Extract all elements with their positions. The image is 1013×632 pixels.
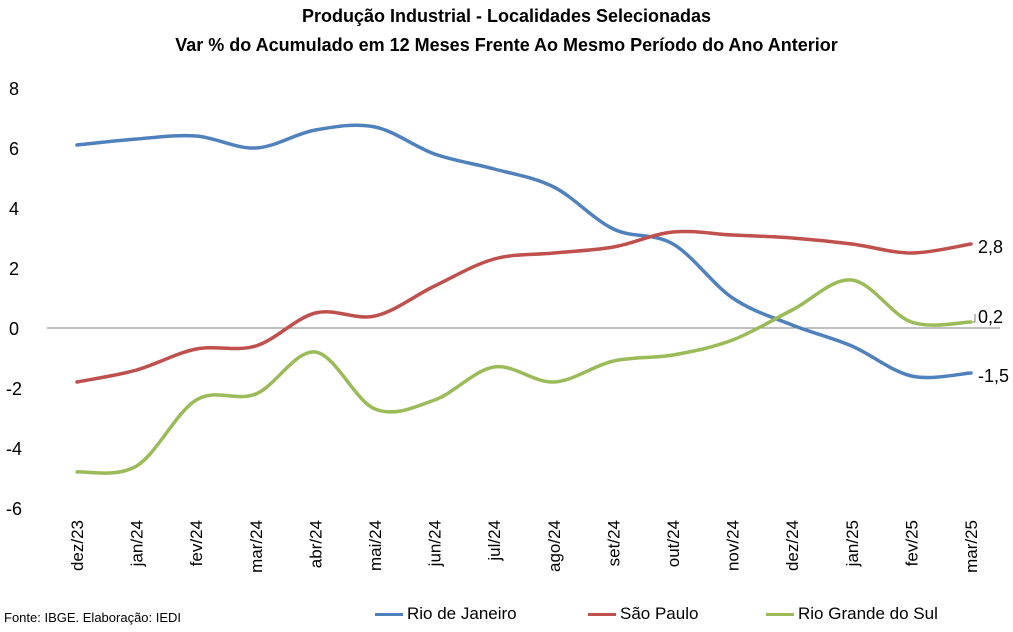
series-line-rio-de-janeiro bbox=[75, 123, 973, 380]
x-tick-label: mai/24 bbox=[366, 520, 385, 571]
y-tick-label: 6 bbox=[9, 139, 19, 159]
source-note: Fonte: IBGE. Elaboração: IEDI bbox=[4, 610, 182, 625]
x-tick-label: ago/24 bbox=[545, 520, 564, 572]
end-label-rio-grande-do-sul: 0,2 bbox=[978, 307, 1003, 327]
data-point-rio-de-janeiro bbox=[850, 344, 854, 348]
data-point-sao-paulo bbox=[75, 380, 79, 384]
data-point-sao-paulo bbox=[552, 251, 556, 255]
series-line-rio-grande-do-sul bbox=[75, 278, 973, 475]
data-point-sao-paulo bbox=[611, 245, 615, 249]
data-point-rio-de-janeiro bbox=[492, 167, 496, 171]
legend-item-sao-paulo: São Paulo bbox=[588, 603, 698, 625]
y-tick-label: -2 bbox=[6, 379, 22, 399]
legend-swatch-rio-de-janeiro bbox=[375, 612, 403, 616]
end-label-rio-de-janeiro: -1,5 bbox=[978, 366, 1009, 386]
data-point-rio-de-janeiro bbox=[194, 134, 198, 138]
data-point-rio-grande-do-sul bbox=[373, 407, 377, 411]
x-tick-label: mar/24 bbox=[247, 520, 266, 573]
y-tick-label: 4 bbox=[9, 199, 19, 219]
y-tick-label: 2 bbox=[9, 259, 19, 279]
y-tick-label: -4 bbox=[6, 439, 22, 459]
data-point-sao-paulo bbox=[313, 311, 317, 315]
legend-label-rio-grande-do-sul: Rio Grande do Sul bbox=[798, 604, 938, 623]
x-tick-label: set/24 bbox=[604, 520, 623, 566]
y-tick-label: 0 bbox=[9, 319, 19, 339]
series-line-sao-paulo bbox=[75, 229, 973, 384]
x-tick-label: fev/24 bbox=[187, 520, 206, 566]
data-point-sao-paulo bbox=[731, 233, 735, 237]
data-point-rio-grande-do-sul bbox=[790, 308, 794, 312]
data-point-rio-de-janeiro bbox=[254, 146, 258, 150]
data-point-sao-paulo bbox=[194, 347, 198, 351]
data-point-rio-de-janeiro bbox=[313, 128, 317, 132]
data-point-rio-grande-do-sul bbox=[254, 392, 258, 396]
y-tick-label: 8 bbox=[9, 79, 19, 99]
x-tick-label: dez/24 bbox=[783, 520, 802, 571]
x-tick-label: dez/23 bbox=[68, 520, 87, 571]
data-point-sao-paulo bbox=[969, 242, 973, 246]
data-point-rio-grande-do-sul bbox=[671, 353, 675, 357]
legend-label-rio-de-janeiro: Rio de Janeiro bbox=[407, 604, 517, 623]
data-point-sao-paulo bbox=[135, 368, 139, 372]
data-point-rio-de-janeiro bbox=[731, 296, 735, 300]
y-tick-label: -6 bbox=[6, 499, 22, 519]
data-point-rio-de-janeiro bbox=[75, 143, 79, 147]
x-tick-label: fev/25 bbox=[902, 520, 921, 566]
data-point-rio-de-janeiro bbox=[135, 137, 139, 141]
data-point-rio-de-janeiro bbox=[671, 242, 675, 246]
data-point-rio-grande-do-sul bbox=[313, 350, 317, 354]
data-point-rio-de-janeiro bbox=[433, 152, 437, 156]
x-tick-label: jan/25 bbox=[843, 520, 862, 567]
data-point-sao-paulo bbox=[433, 284, 437, 288]
data-point-rio-de-janeiro bbox=[552, 185, 556, 189]
data-point-rio-grande-do-sul bbox=[552, 380, 556, 384]
x-tick-label: nov/24 bbox=[724, 520, 743, 571]
data-point-rio-grande-do-sul bbox=[731, 338, 735, 342]
data-point-rio-de-janeiro bbox=[909, 374, 913, 378]
data-point-sao-paulo bbox=[254, 344, 258, 348]
data-point-rio-grande-do-sul bbox=[75, 470, 79, 474]
data-point-rio-de-janeiro bbox=[790, 323, 794, 327]
data-point-sao-paulo bbox=[850, 242, 854, 246]
end-label-sao-paulo: 2,8 bbox=[978, 237, 1003, 257]
x-tick-label: jan/24 bbox=[128, 520, 147, 567]
x-tick-label: out/24 bbox=[664, 520, 683, 567]
data-point-rio-grande-do-sul bbox=[969, 320, 973, 324]
data-point-rio-de-janeiro bbox=[611, 227, 615, 231]
legend-swatch-sao-paulo bbox=[588, 612, 616, 616]
legend-swatch-rio-grande-do-sul bbox=[766, 612, 794, 616]
data-point-sao-paulo bbox=[671, 230, 675, 234]
data-point-rio-grande-do-sul bbox=[194, 398, 198, 402]
x-tick-label: abr/24 bbox=[306, 520, 325, 568]
leader-line-rio-grande-do-sul bbox=[973, 314, 976, 323]
x-tick-label: mar/25 bbox=[962, 520, 981, 573]
legend-item-rio-grande-do-sul: Rio Grande do Sul bbox=[766, 603, 938, 625]
data-point-rio-grande-do-sul bbox=[492, 365, 496, 369]
data-point-rio-de-janeiro bbox=[969, 371, 973, 375]
chart-subtitle: Var % do Acumulado em 12 Meses Frente Ao… bbox=[175, 35, 838, 55]
data-point-sao-paulo bbox=[909, 251, 913, 255]
data-point-rio-de-janeiro bbox=[373, 125, 377, 129]
data-point-rio-grande-do-sul bbox=[433, 398, 437, 402]
legend-label-sao-paulo: São Paulo bbox=[620, 604, 699, 623]
data-point-sao-paulo bbox=[373, 314, 377, 318]
x-tick-label: jul/24 bbox=[485, 520, 504, 562]
data-point-sao-paulo bbox=[492, 257, 496, 261]
x-tick-label: jun/24 bbox=[426, 520, 445, 567]
data-point-rio-grande-do-sul bbox=[135, 464, 139, 468]
data-point-rio-grande-do-sul bbox=[909, 320, 913, 324]
chart-title: Produção Industrial - Localidades Seleci… bbox=[301, 6, 712, 26]
data-point-sao-paulo bbox=[790, 236, 794, 240]
data-point-rio-grande-do-sul bbox=[850, 278, 854, 282]
data-point-rio-grande-do-sul bbox=[611, 359, 615, 363]
legend-item-rio-de-janeiro: Rio de Janeiro bbox=[375, 603, 517, 625]
